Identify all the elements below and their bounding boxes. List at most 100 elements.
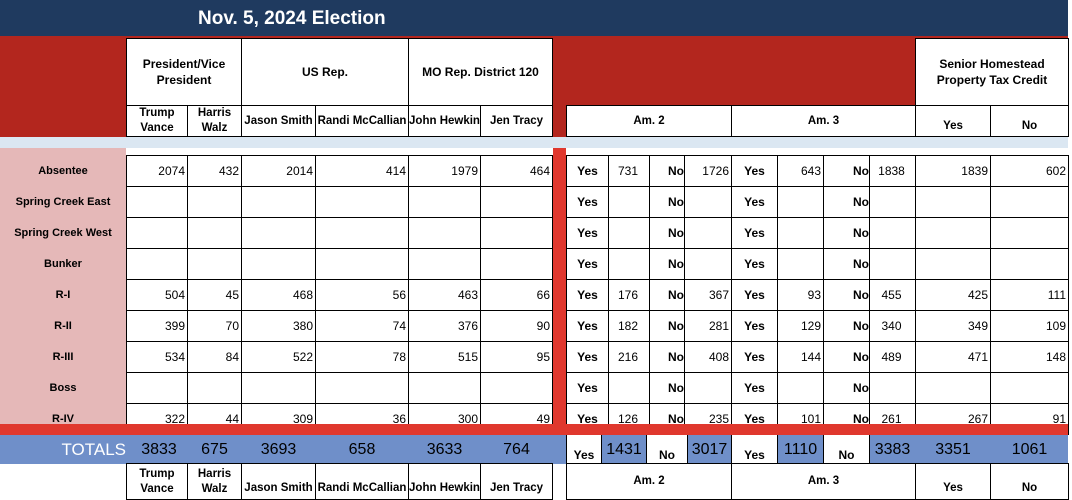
cell-yes-label: Yes bbox=[731, 217, 778, 249]
cell-harris: 84 bbox=[187, 341, 242, 373]
cell-hewkin bbox=[408, 248, 481, 280]
cell-trump bbox=[126, 372, 188, 404]
cell-smith bbox=[241, 372, 316, 404]
cell-yes-label: Yes bbox=[731, 372, 778, 404]
cell-tracy bbox=[480, 248, 553, 280]
cell-hewkin bbox=[408, 372, 481, 404]
footer-am3: Am. 3 bbox=[731, 463, 916, 500]
footer-senior-yes: Yes bbox=[915, 463, 991, 500]
cell-tracy: 66 bbox=[480, 279, 553, 311]
cell-harris bbox=[187, 186, 242, 218]
cell-mccallian bbox=[315, 217, 409, 249]
cell-am2-no: 408 bbox=[684, 341, 732, 373]
title-bar bbox=[0, 0, 1068, 36]
cell-sr-yes: 1839 bbox=[915, 155, 991, 187]
totals-label: TOTALS bbox=[61, 439, 126, 459]
cell-am2-no bbox=[684, 248, 732, 280]
cell-harris: 70 bbox=[187, 310, 242, 342]
cell-mccallian bbox=[315, 186, 409, 218]
footer-tracy: Jen Tracy bbox=[480, 463, 553, 500]
cell-sr-yes bbox=[915, 372, 991, 404]
cell-harris bbox=[187, 372, 242, 404]
subheader-trump: Trump Vance bbox=[126, 105, 188, 137]
cell-am2-no: 281 bbox=[684, 310, 732, 342]
header-president: President/Vice President bbox=[126, 38, 242, 106]
cell-tracy: 464 bbox=[480, 155, 553, 187]
row-label: Spring Creek West bbox=[14, 226, 112, 239]
row-label: R-III bbox=[52, 350, 74, 363]
cell-smith: 380 bbox=[241, 310, 316, 342]
cell-no-label: No bbox=[649, 155, 685, 187]
cell-no-label: No bbox=[649, 217, 685, 249]
cell-mccallian: 78 bbox=[315, 341, 409, 373]
cell-hewkin: 376 bbox=[408, 310, 481, 342]
subheader-smith: Jason Smith bbox=[241, 105, 316, 137]
cell-am2-yes bbox=[608, 217, 650, 249]
cell-hewkin: 515 bbox=[408, 341, 481, 373]
cell-sr-yes: 425 bbox=[915, 279, 991, 311]
cell-hewkin bbox=[408, 217, 481, 249]
header-mo-rep: MO Rep. District 120 bbox=[408, 38, 553, 106]
footer-am2: Am. 2 bbox=[566, 463, 732, 500]
bottom-band bbox=[0, 424, 1068, 435]
cell-trump: 2074 bbox=[126, 155, 188, 187]
total-no-label: No bbox=[823, 435, 870, 464]
cell-trump: 504 bbox=[126, 279, 188, 311]
cell-trump bbox=[126, 248, 188, 280]
row-label: R-IV bbox=[52, 412, 74, 425]
page-title: Nov. 5, 2024 Election bbox=[198, 8, 386, 29]
total-sr-no: 1061 bbox=[1011, 440, 1048, 458]
total-hewkin: 3633 bbox=[426, 440, 463, 458]
cell-no-label: No bbox=[649, 341, 685, 373]
footer-mccallian: Randi McCallian bbox=[315, 463, 409, 500]
cell-sr-yes bbox=[915, 248, 991, 280]
cell-no-label: No bbox=[823, 279, 870, 311]
totals-row bbox=[0, 435, 1068, 464]
cell-sr-yes bbox=[915, 186, 991, 218]
row-label: Boss bbox=[49, 381, 77, 394]
total-tracy: 764 bbox=[503, 440, 530, 458]
cell-smith: 468 bbox=[241, 279, 316, 311]
total-trump: 3833 bbox=[141, 440, 177, 458]
cell-yes-label: Yes bbox=[566, 341, 609, 373]
cell-sr-no bbox=[990, 248, 1069, 280]
cell-am3-no: 340 bbox=[869, 310, 916, 342]
cell-yes-label: Yes bbox=[566, 279, 609, 311]
row-label-column bbox=[0, 148, 126, 424]
cell-yes-label: Yes bbox=[731, 341, 778, 373]
cell-sr-yes bbox=[915, 217, 991, 249]
cell-am2-no bbox=[684, 217, 732, 249]
cell-no-label: No bbox=[823, 248, 870, 280]
subheader-hewkin: John Hewkin bbox=[408, 105, 481, 137]
footer-senior-no: No bbox=[990, 463, 1069, 500]
total-yes-label: Yes bbox=[566, 435, 602, 464]
footer-smith: Jason Smith bbox=[241, 463, 316, 500]
cell-tracy bbox=[480, 186, 553, 218]
cell-yes-label: Yes bbox=[731, 279, 778, 311]
footer-hewkin: John Hewkin bbox=[408, 463, 481, 500]
total-harris: 675 bbox=[201, 440, 228, 458]
cell-smith bbox=[241, 186, 316, 218]
cell-yes-label: Yes bbox=[731, 155, 778, 187]
cell-am2-yes: 731 bbox=[608, 155, 650, 187]
cell-am2-yes: 182 bbox=[608, 310, 650, 342]
cell-am3-yes bbox=[777, 372, 824, 404]
cell-am2-yes: 176 bbox=[608, 279, 650, 311]
cell-no-label: No bbox=[649, 279, 685, 311]
total-yes-label: Yes bbox=[731, 435, 778, 464]
subheader-harris: Harris Walz bbox=[187, 105, 242, 137]
cell-tracy: 90 bbox=[480, 310, 553, 342]
cell-yes-label: Yes bbox=[731, 310, 778, 342]
cell-no-label: No bbox=[649, 186, 685, 218]
cell-hewkin bbox=[408, 186, 481, 218]
cell-yes-label: Yes bbox=[566, 155, 609, 187]
cell-mccallian: 74 bbox=[315, 310, 409, 342]
divider-column bbox=[553, 148, 566, 438]
cell-sr-no bbox=[990, 372, 1069, 404]
cell-am3-no bbox=[869, 186, 916, 218]
cell-sr-no: 148 bbox=[990, 341, 1069, 373]
cell-smith: 522 bbox=[241, 341, 316, 373]
cell-am3-yes: 129 bbox=[777, 310, 824, 342]
cell-am3-no: 489 bbox=[869, 341, 916, 373]
cell-am2-yes bbox=[608, 372, 650, 404]
